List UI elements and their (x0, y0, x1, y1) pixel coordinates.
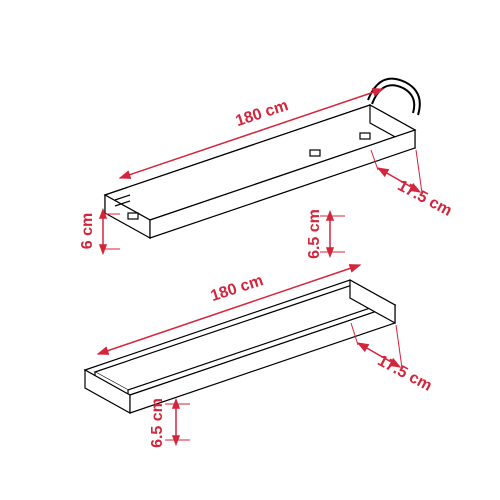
dim-top-height-left: 6 cm (79, 213, 97, 249)
dimension-diagram (0, 0, 500, 500)
dim-bottom-height: 6.5 cm (149, 398, 167, 448)
dim-top-height-right: 6.5 cm (306, 209, 324, 259)
